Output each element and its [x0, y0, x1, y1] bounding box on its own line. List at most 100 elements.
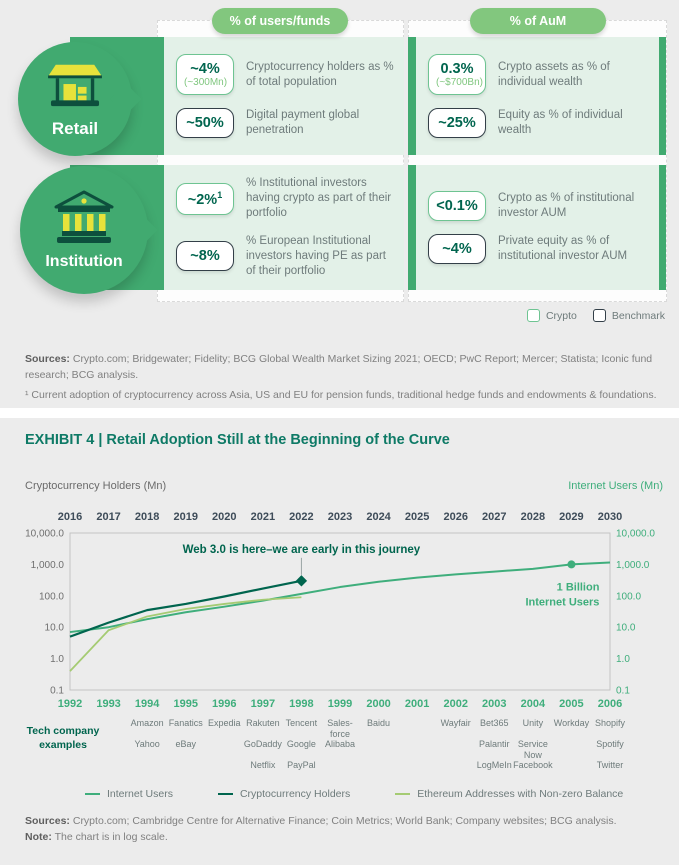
sources-text: Crypto.com; Cambridge Centre for Alterna… [69, 815, 617, 827]
series-line-cryptocurrency-holders [69, 579, 302, 638]
tech-companies-label: Tech company examples [26, 725, 100, 752]
marker-diamond [295, 575, 308, 587]
left-axis-tick: 10.0 [45, 623, 65, 634]
sources-label: Sources: [25, 815, 70, 827]
crypto-swatch-icon [526, 309, 540, 322]
tech-company: Fanatics [168, 718, 203, 728]
bottom-axis-tick: 2000 [366, 698, 390, 710]
bottom-axis-tick: 2003 [482, 698, 506, 710]
institution-divider-bar [408, 165, 416, 290]
tech-company: GoDaddy [243, 739, 282, 749]
section-divider [0, 408, 679, 418]
tech-company-column-1994: Amazon Yahoo [125, 718, 169, 760]
bottom-axis-tick: 2005 [559, 698, 583, 710]
bottom-axis-tick: 1999 [328, 698, 352, 710]
stat-box: ~50% [176, 108, 234, 138]
stat-box: ~2%1 [176, 182, 234, 215]
tech-company: Facebook [513, 760, 553, 770]
left-axis-title: Cryptocurrency Holders (Mn) [25, 480, 167, 492]
tech-company: Shopify [594, 718, 626, 728]
bottom-axis-tick: 1993 [96, 698, 120, 710]
legend-dash-icon [395, 792, 411, 796]
legend-label: Ethereum Addresses with Non-zero Balance [417, 788, 624, 800]
column-header-label: % of users/funds [229, 14, 331, 28]
tech-company-column-2006: Shopify Spotify Twitter [588, 718, 632, 781]
institution-right-strip [659, 165, 666, 290]
exhibit-sources: Sources: Crypto.com; Cambridge Centre fo… [25, 814, 657, 846]
bottom-axis-tick: 1992 [58, 698, 82, 710]
plot-frame [69, 532, 611, 691]
stat-value: ~50% [186, 115, 224, 131]
tech-company: Yahoo [134, 739, 160, 749]
legend-item-benchmark: Benchmark [592, 309, 665, 322]
stat-box: <0.1% [428, 191, 486, 221]
bottom-axis-tick: 2006 [598, 698, 622, 710]
stat-digital-payment: ~50% Digital payment global penetration [176, 108, 396, 138]
stat-description: Digital payment global penetration [246, 109, 360, 136]
retail-aum-panel: 0.3% (~$700Bn) Crypto assets as % of ind… [416, 37, 659, 155]
tech-company-column-1999: Sales-force Alibaba [318, 718, 362, 760]
tech-company: Bet365 [480, 718, 509, 728]
legend-dash-icon [85, 792, 100, 796]
annotation-text: 1 Billion [557, 581, 600, 593]
left-axis-tick: 1,000.0 [31, 560, 65, 571]
chart-legend: Internet Users Cryptocurrency Holders Ethe… [85, 788, 623, 800]
top-axis-tick: 2028 [521, 511, 545, 523]
bottom-axis-tick: 1996 [212, 698, 236, 710]
stat-description: % European Institutional investors havin… [246, 235, 386, 277]
tech-company: PayPal [287, 760, 316, 770]
stat-institutional-crypto: ~2%1 % Institutional investors having cr… [176, 176, 396, 221]
series-line-ethereum-addresses-with-non-zero-balance [69, 596, 302, 672]
left-axis-tick: 0.1 [50, 686, 64, 697]
tech-company: Twitter [596, 760, 624, 770]
institution-badge: Institution [20, 166, 158, 294]
tech-company: Google [286, 739, 316, 749]
stat-value: ~4% [190, 61, 220, 77]
stat-pe-aum: ~4% Private equity as % of institutional… [428, 234, 651, 264]
bottom-axis-tick: 2002 [443, 698, 467, 710]
exhibit-title: EXHIBIT 4 | Retail Adoption Still at the… [25, 432, 450, 448]
storefront-icon [46, 60, 104, 115]
top-axis-tick: 2023 [328, 511, 352, 523]
institution-aum-panel: <0.1% Crypto as % of institutional inves… [416, 165, 659, 290]
note-text: The chart is in log scale. [51, 830, 168, 843]
tech-company-column-1998: Tencent Google PayPal [279, 718, 323, 781]
chart-legend-item: Cryptocurrency Holders [217, 788, 350, 800]
tech-company-column-2003: Bet365 Palantir LogMeIn [472, 718, 516, 781]
tech-company: Expedia [208, 718, 241, 728]
comparison-footnote: ¹ Current adoption of cryptocurrency acr… [25, 389, 657, 401]
legend-label: Crypto [545, 309, 577, 322]
top-axis-tick: 2024 [366, 511, 391, 523]
chart-legend-item: Ethereum Addresses with Non-zero Balance [395, 788, 623, 800]
legend-dash-icon [217, 792, 233, 796]
top-axis-tick: 2025 [405, 511, 429, 523]
legend-item-crypto: Crypto [526, 309, 577, 322]
marker-circle [567, 560, 576, 569]
benchmark-swatch-icon [592, 309, 606, 322]
stat-description: % Institutional investors having crypto … [246, 177, 392, 220]
sources-label: Sources: [25, 353, 70, 365]
tech-company-column-1997: Rakuten GoDaddy Netflix [241, 718, 285, 781]
tech-company: Wayfair [440, 718, 471, 728]
right-axis-tick: 1.0 [616, 654, 630, 665]
tech-company-column-2004: Unity Service Now Facebook [511, 718, 555, 781]
tech-company: Sales-force [327, 718, 353, 739]
comparison-legend: Crypto Benchmark [526, 309, 665, 322]
institution-label: Institution [45, 252, 123, 270]
stat-value: <0.1% [436, 198, 478, 214]
tech-company-column-2005: Workday [549, 718, 593, 739]
stat-description: Cryptocurrency holders as % of total pop… [246, 60, 394, 88]
right-axis-title: Internet Users (Mn) [568, 480, 663, 492]
tech-company: Rakuten [246, 718, 280, 728]
stat-box: ~8% [176, 241, 234, 272]
bottom-axis-tick: 1994 [135, 698, 160, 710]
top-axis-tick: 2030 [598, 511, 622, 523]
stat-description: Crypto as % of institutional investor AU… [498, 192, 635, 219]
top-axis-tick: 2029 [559, 511, 583, 523]
tech-company: Tencent [285, 718, 318, 728]
tech-company: Baidu [367, 718, 391, 728]
tech-company: Service Now [517, 739, 548, 760]
tech-company-column-2000: Baidu [357, 718, 401, 739]
stat-crypto-assets: 0.3% (~$700Bn) Crypto assets as % of ind… [428, 54, 651, 95]
tech-company: LogMeIn [476, 760, 512, 770]
